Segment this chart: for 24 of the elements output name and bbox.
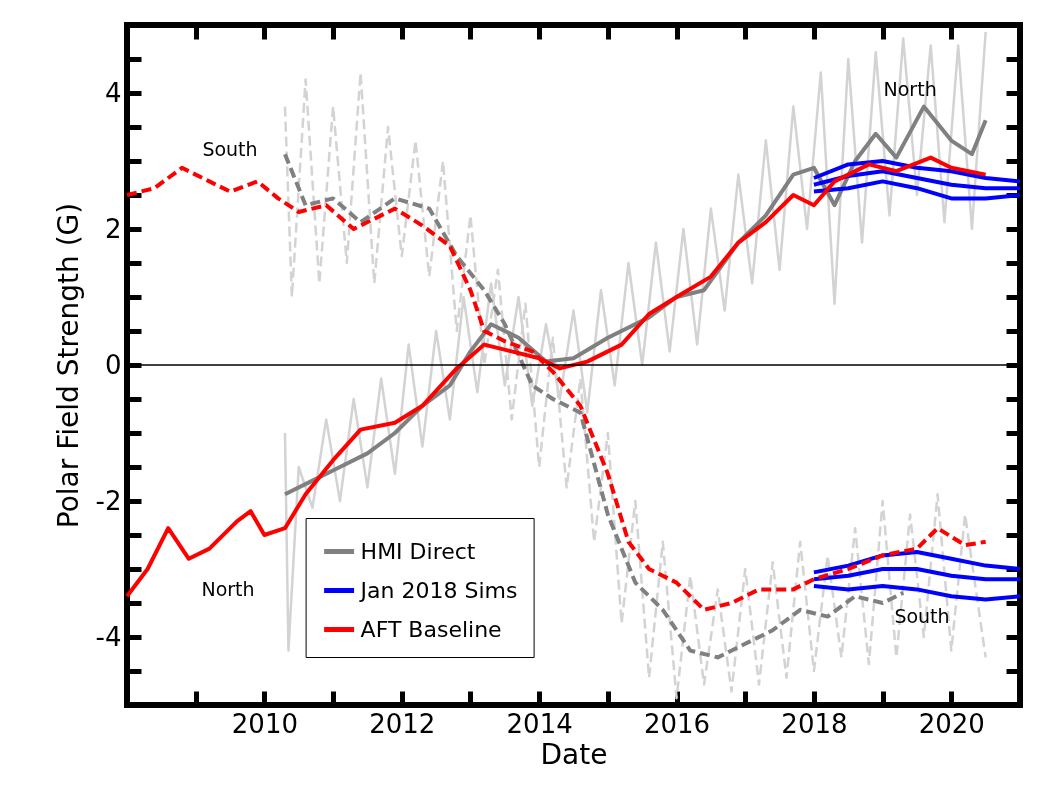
x-tick-label: 2014 (506, 708, 573, 739)
x-tick-label: 2010 (231, 708, 298, 739)
annotation: South (894, 605, 950, 627)
legend-label: Jan 2018 Sims (358, 577, 518, 603)
legend-label: AFT Baseline (360, 616, 502, 642)
y-tick-label: 4 (104, 77, 122, 108)
y-tick-label: -2 (95, 485, 122, 516)
line-series (811, 584, 1022, 602)
line-series (811, 179, 1022, 201)
x-tick-label: 2020 (918, 708, 985, 739)
line-series (811, 159, 1022, 184)
x-tick-label: 2018 (781, 708, 848, 739)
y-tick-label: 2 (104, 213, 122, 244)
x-tick-label: 2016 (643, 708, 711, 739)
legend-label: HMI Direct (360, 538, 476, 564)
annotation: North (883, 77, 937, 100)
annotation: North (201, 578, 255, 600)
x-axis-title: Date (540, 737, 608, 771)
y-tick-label: -4 (95, 621, 122, 652)
line-series (811, 169, 1022, 191)
annotation: South (202, 138, 258, 160)
y-tick-label: 0 (104, 349, 122, 380)
x-tick-label: 2012 (369, 708, 436, 739)
y-axis-title: Polar Field Strength (G) (51, 202, 85, 529)
